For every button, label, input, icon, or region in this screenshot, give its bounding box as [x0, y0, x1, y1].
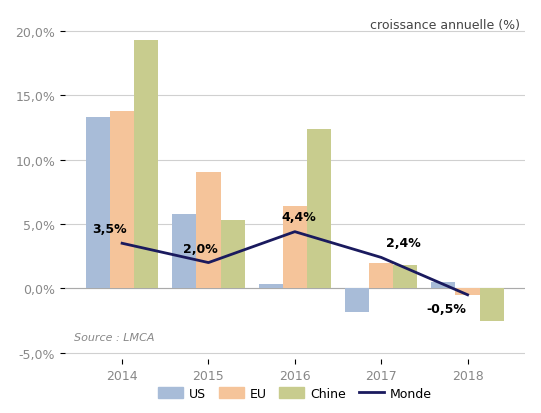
Bar [431, 282, 456, 289]
Bar [110, 112, 134, 289]
Bar [456, 289, 480, 295]
Bar [369, 263, 393, 289]
Bar [86, 118, 110, 289]
Text: -0,5%: -0,5% [426, 302, 466, 315]
Text: 4,4%: 4,4% [282, 211, 316, 223]
Bar [393, 266, 418, 289]
Bar [345, 289, 369, 312]
Bar [307, 129, 331, 289]
Legend: US, EU, Chine, Monde: US, EU, Chine, Monde [153, 382, 437, 405]
Bar [134, 40, 159, 289]
Text: 3,5%: 3,5% [92, 222, 127, 235]
Bar [259, 285, 283, 289]
Text: 2,4%: 2,4% [386, 237, 420, 250]
Text: Source : LMCA: Source : LMCA [74, 332, 155, 342]
Bar [480, 289, 504, 321]
Text: 2,0%: 2,0% [182, 242, 217, 255]
Bar [172, 214, 196, 289]
Bar [283, 206, 307, 289]
Bar [221, 221, 245, 289]
Bar [196, 173, 221, 289]
Text: croissance annuelle (%): croissance annuelle (%) [370, 19, 520, 32]
